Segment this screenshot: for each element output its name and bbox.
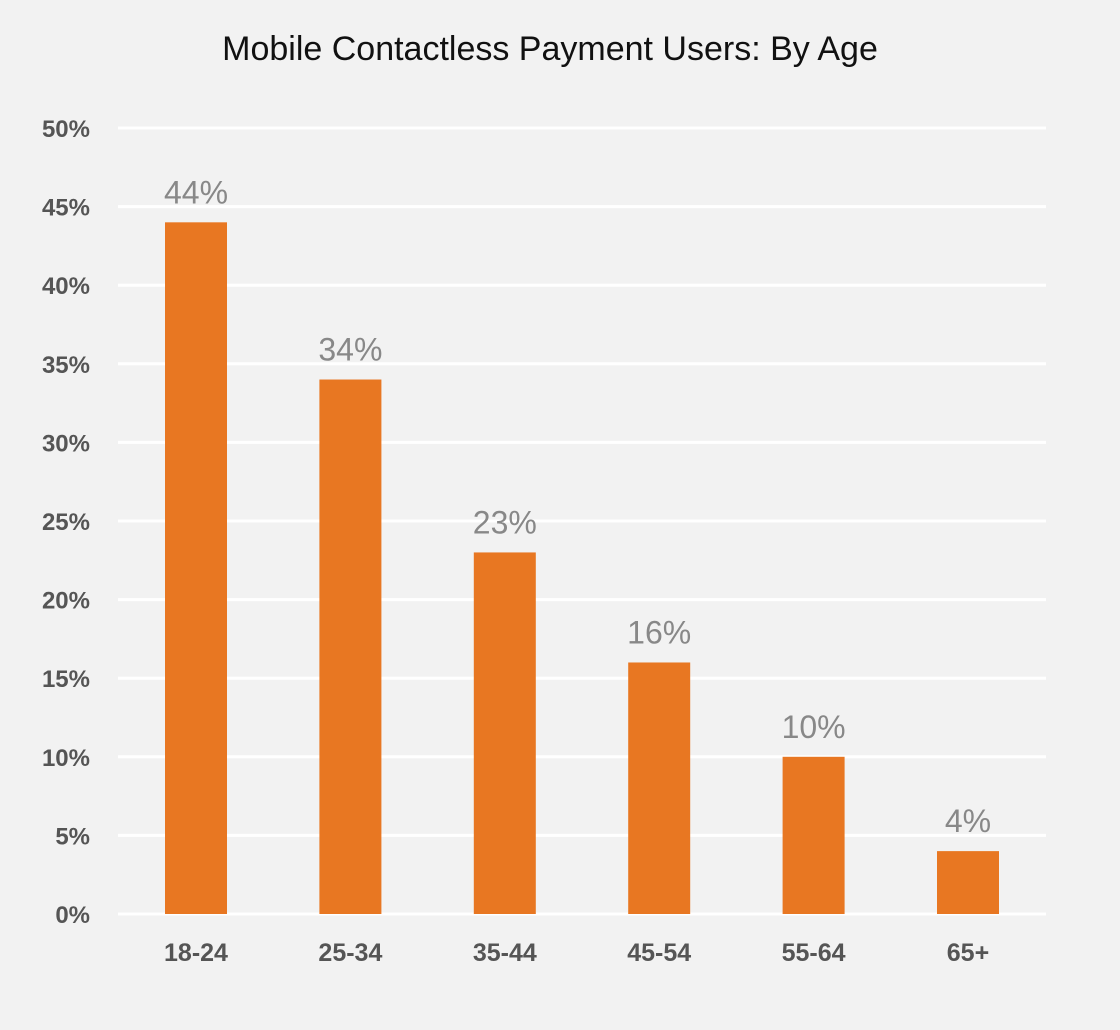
x-tick-label: 25-34 [318,939,382,967]
y-tick-label: 15% [42,666,90,693]
y-axis-ticks: 0% 5% 10% 15% 20% 25% 30% 35% 40% 45% 50% [42,116,90,929]
x-tick-label: 35-44 [473,939,537,967]
x-axis-ticks: 18-24 25-34 35-44 45-54 55-64 65+ [164,939,989,967]
bar [319,379,382,914]
y-tick-label: 25% [42,509,90,536]
bar [937,851,999,914]
x-tick-label: 65+ [947,939,989,967]
x-tick-label: 55-64 [782,939,846,967]
data-label: 34% [318,332,382,368]
bar [165,222,227,914]
data-label: 44% [164,174,228,210]
x-tick-label: 45-54 [627,939,691,967]
data-label: 16% [627,614,691,650]
data-label: 10% [782,709,846,745]
y-tick-label: 45% [42,195,90,222]
gridlines [118,126,1046,916]
bar [628,662,691,914]
x-tick-label: 18-24 [164,939,228,967]
bar [782,756,845,914]
y-tick-label: 35% [42,352,90,379]
data-label: 4% [945,803,991,839]
y-tick-label: 50% [42,116,90,143]
y-tick-label: 20% [42,588,90,615]
y-tick-label: 40% [42,273,90,300]
data-labels: 44% 34% 23% 16% 10% 4% [164,174,991,839]
y-tick-label: 30% [42,430,90,457]
chart-title: Mobile Contactless Payment Users: By Age [222,30,878,68]
y-tick-label: 5% [55,823,90,850]
y-tick-label: 10% [42,745,90,772]
y-tick-label: 0% [55,902,90,929]
bar [473,552,536,914]
data-label: 23% [473,504,537,540]
bars [165,222,999,914]
